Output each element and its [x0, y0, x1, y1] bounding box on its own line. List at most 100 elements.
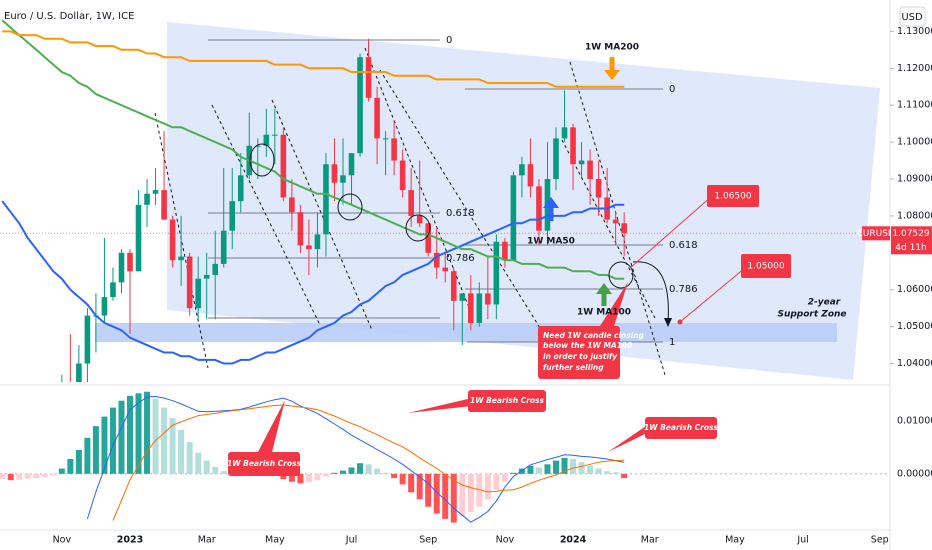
histogram-bar [544, 464, 551, 474]
x-tick-label: Jul [345, 535, 357, 546]
histogram-bar [297, 473, 304, 484]
x-tick-label: Mar [198, 535, 216, 546]
candle-body [348, 153, 355, 176]
histogram-bar [578, 462, 585, 474]
histogram-bar [391, 473, 398, 479]
candle-body [59, 382, 65, 526]
candle-body [578, 160, 585, 165]
x-tick-label: Sep [419, 535, 437, 546]
line [86, 395, 625, 523]
y-tick-label: 0.00000 [897, 468, 932, 479]
candle-body [416, 215, 423, 224]
fib-label: 0.786 [446, 253, 475, 264]
zone-label: 2-year [808, 298, 841, 308]
candle-body [127, 252, 133, 272]
trend-line [379, 69, 541, 329]
histogram-bar [374, 468, 381, 474]
x-tick-label: Nov [496, 535, 515, 546]
histogram-bar [195, 452, 202, 474]
histogram-bar [7, 473, 14, 481]
candle-body [118, 252, 125, 283]
note-text: further selling [543, 363, 604, 372]
candle-body [152, 190, 159, 194]
fib-label: 0 [669, 84, 675, 95]
callout-box [741, 254, 791, 278]
target-dot [677, 319, 683, 325]
candle-body [340, 175, 346, 183]
candle-body [323, 164, 329, 235]
histogram-bar [459, 473, 466, 517]
trend-line [569, 61, 666, 376]
histogram-bar [365, 464, 372, 474]
histogram-bar [178, 429, 185, 474]
note-text: Need 1W candle closing [543, 331, 645, 340]
callout-box [707, 185, 759, 207]
histogram-bar [16, 473, 23, 480]
histogram-bar [144, 391, 151, 474]
candle-body [450, 271, 457, 301]
y-tick-label: 1.10000 [897, 137, 932, 148]
histogram-bar [570, 459, 577, 474]
callout-pointer [408, 398, 472, 413]
currency-button[interactable] [899, 6, 926, 27]
histogram-bar [152, 398, 159, 474]
histogram-bar [510, 472, 517, 474]
histogram-bar [288, 473, 295, 482]
channel [167, 22, 880, 380]
callout-text: 1W Bearish Cross [227, 459, 301, 468]
histogram-bar [553, 460, 559, 474]
histogram-bar [425, 473, 432, 507]
candle-body [468, 293, 474, 323]
curved-arrow [632, 261, 669, 323]
x-tick-label: 2023 [117, 535, 143, 546]
ma-label: 1W MA50 [527, 237, 575, 247]
y-tick-label: 1.04000 [897, 358, 932, 369]
candle-body [536, 186, 542, 231]
ma-label: 1W MA200 [585, 43, 639, 53]
candle-body [101, 297, 108, 316]
histogram-bar [340, 470, 346, 474]
candle-body [476, 293, 483, 323]
x-tick-label: Nov [53, 535, 72, 546]
histogram-bar [0, 473, 6, 480]
histogram-bar [118, 400, 125, 474]
histogram-bar [203, 460, 210, 474]
note-box [538, 326, 620, 379]
arrow [596, 283, 612, 294]
candle-body [186, 256, 193, 309]
histogram-bar [41, 473, 48, 478]
fib-label: 1 [669, 337, 675, 348]
histogram-bar [305, 473, 312, 483]
histogram-bar [331, 472, 338, 474]
candle-body [161, 190, 167, 220]
candle-body [365, 57, 372, 98]
histogram-bar [442, 473, 449, 519]
circle [608, 261, 634, 289]
histogram-bar [621, 473, 628, 479]
histogram-bar [408, 473, 415, 493]
candle-body [212, 263, 218, 275]
candle-body [203, 274, 210, 279]
histogram-bar [382, 472, 389, 474]
candle-body [442, 267, 449, 272]
candle-body [399, 160, 406, 191]
circle [337, 193, 363, 221]
fib-label: 0 [446, 35, 452, 46]
y-tick-label: 1.11000 [897, 100, 932, 111]
callout-text: 1.05000 [747, 262, 784, 272]
candle-body [391, 138, 397, 161]
histogram-bar [135, 393, 142, 474]
candle-body [408, 190, 414, 216]
trend-line [364, 47, 471, 311]
annotations: 0 0.618 0.786 0 0.618 0.786 1 1.06500 1.… [227, 35, 847, 476]
histogram-bar [92, 426, 99, 474]
candle-body [220, 230, 227, 264]
candle-body [621, 223, 627, 234]
candle-body [297, 212, 304, 246]
candle-body [433, 252, 440, 268]
histogram-bar [416, 473, 423, 500]
x-tick-label: Sep [871, 535, 889, 546]
candle-body [459, 293, 466, 301]
candle-body [595, 179, 602, 198]
